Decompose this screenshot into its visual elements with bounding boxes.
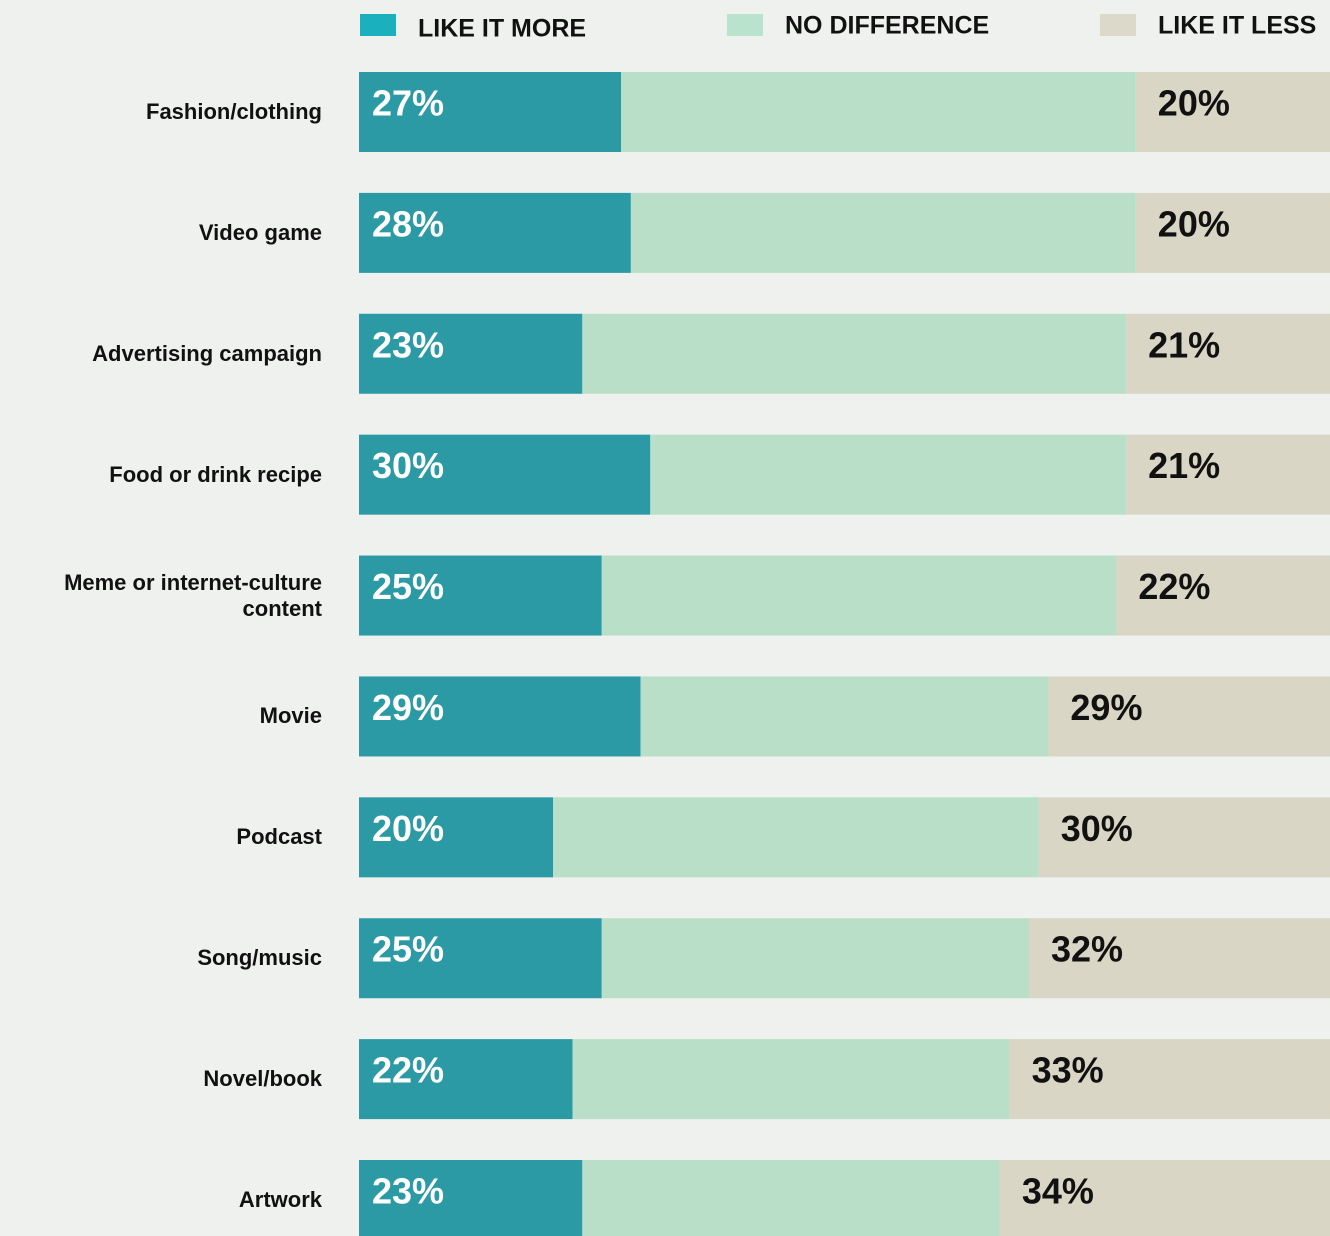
- value-label: 20%: [1158, 83, 1230, 124]
- bar-segment: [1135, 192, 1330, 273]
- bar-segment: [359, 676, 641, 757]
- bar-segment: [650, 434, 1127, 515]
- value-label: 32%: [1051, 929, 1123, 970]
- bar-segment: [1028, 918, 1330, 999]
- bar-segment: [359, 434, 651, 515]
- value-label: 23%: [372, 324, 444, 365]
- value-label: 27%: [372, 83, 444, 124]
- bar-segment: [572, 1039, 1010, 1120]
- category-label: Artwork: [238, 1187, 322, 1212]
- value-label: 28%: [372, 203, 444, 244]
- category-label: Podcast: [236, 824, 322, 850]
- bar-segment: [621, 72, 1136, 152]
- bar-segment: [359, 797, 554, 878]
- legend-label: LIKE IT MORE: [418, 15, 586, 43]
- value-label: 21%: [1148, 445, 1220, 486]
- category-label: Fashion/clothing: [146, 99, 322, 124]
- bar-segment: [359, 918, 602, 999]
- value-label: 33%: [1032, 1050, 1104, 1091]
- legend-label: LIKE IT LESS: [1158, 12, 1316, 40]
- value-label: 21%: [1148, 324, 1220, 365]
- category-label: Meme or internet-culture content: [64, 569, 322, 621]
- legend-swatch: [360, 14, 396, 36]
- category-label: Novel/book: [203, 1066, 322, 1092]
- value-label: 34%: [1022, 1171, 1094, 1212]
- bar-segment: [1116, 555, 1330, 636]
- category-label: Advertising campaign: [92, 340, 322, 366]
- category-label: Song/music: [197, 945, 322, 971]
- value-label: 20%: [1158, 203, 1230, 244]
- value-label: 25%: [372, 929, 444, 970]
- value-label: 25%: [372, 566, 444, 607]
- bar-segment: [1126, 313, 1330, 394]
- value-label: 22%: [372, 1050, 444, 1091]
- value-label: 20%: [372, 808, 444, 849]
- bar-segment: [359, 555, 602, 636]
- bar-segment: [582, 1160, 1000, 1236]
- bar-segment: [1126, 434, 1330, 515]
- category-label: Food or drink recipe: [109, 461, 322, 487]
- bar-segment: [582, 313, 1127, 394]
- bar-segment: [999, 1160, 1330, 1236]
- value-label: 30%: [1061, 808, 1133, 849]
- bar-segment: [359, 313, 583, 394]
- value-label: 23%: [372, 1171, 444, 1212]
- bar-segment: [630, 192, 1136, 273]
- bar-segment: [640, 676, 1049, 757]
- bar-segment: [359, 192, 631, 273]
- value-label: 22%: [1138, 566, 1210, 607]
- legend-label: NO DIFFERENCE: [785, 12, 989, 40]
- bar-segment: [601, 555, 1117, 636]
- value-label: 30%: [372, 445, 444, 486]
- legend-swatch: [727, 14, 763, 36]
- category-label: Video game: [198, 219, 322, 245]
- value-label: 29%: [372, 687, 444, 728]
- bar-segment: [359, 1039, 573, 1120]
- bar-segment: [1048, 676, 1330, 757]
- bar-segment: [1135, 72, 1330, 152]
- bar-segment: [1009, 1039, 1330, 1120]
- bar-segment: [359, 1160, 583, 1236]
- legend-swatch: [1100, 14, 1136, 36]
- value-label: 29%: [1070, 687, 1142, 728]
- category-label: Movie: [259, 703, 322, 729]
- bar-segment: [1038, 797, 1330, 878]
- bar-segment: [359, 72, 622, 152]
- bar-segment: [601, 918, 1029, 999]
- bar-segment: [553, 797, 1039, 878]
